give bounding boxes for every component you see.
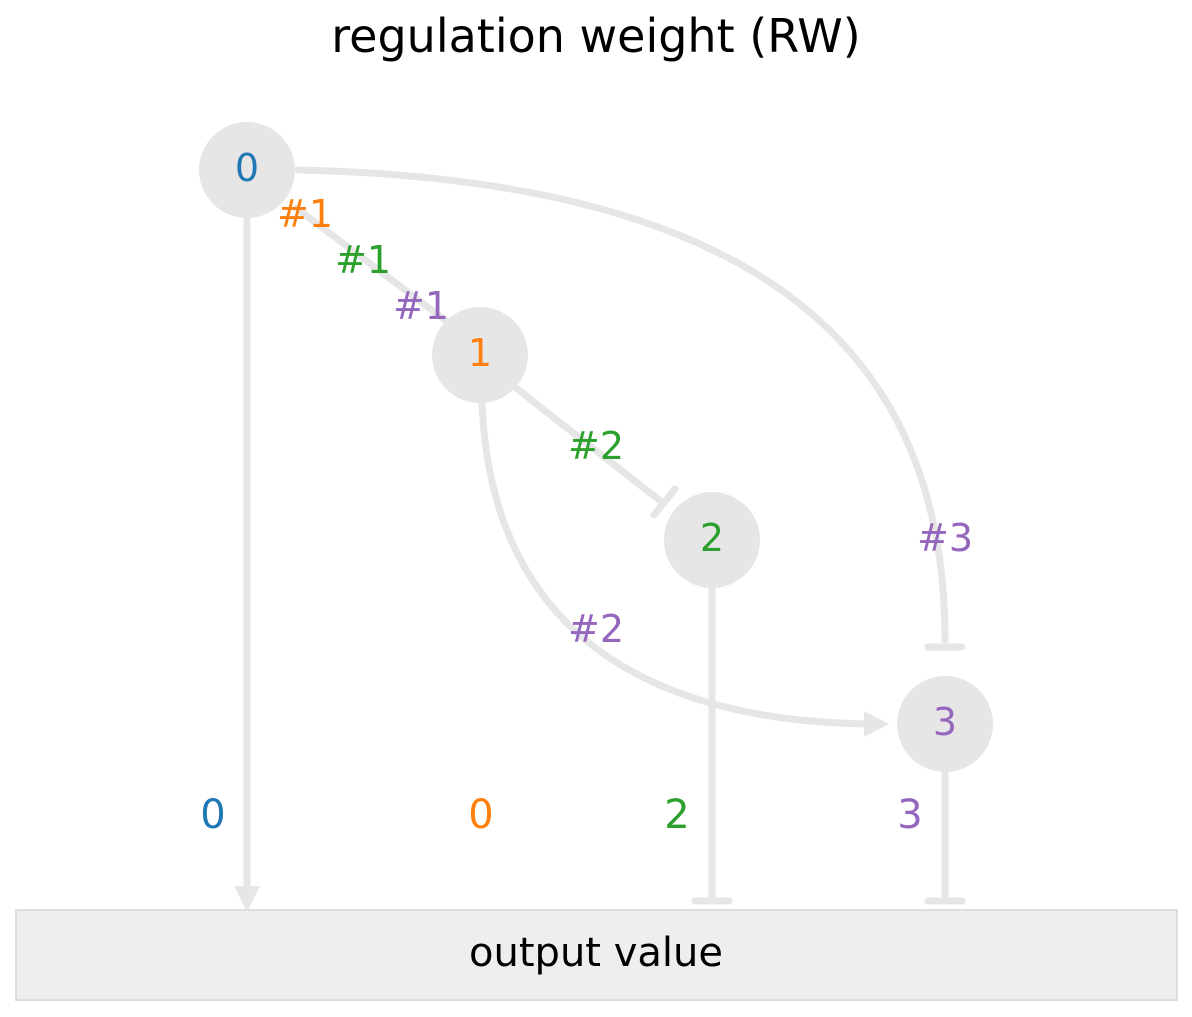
edge-label-0-1-purple: #1 xyxy=(393,284,449,328)
arrowhead-0-to-output xyxy=(234,886,260,912)
node-3-label: 3 xyxy=(933,700,957,744)
node-0-circle xyxy=(199,122,295,218)
output-weight-node-0: 0 xyxy=(200,792,225,838)
edge-label-0-1-orange: #1 xyxy=(277,192,333,236)
node-2-circle xyxy=(664,492,760,588)
node-2-label: 2 xyxy=(700,516,724,560)
edge-label-1-3: #2 xyxy=(568,607,624,651)
node-3: 3 xyxy=(897,676,993,772)
output-weight-node-3: 3 xyxy=(897,792,922,838)
node-0: 0 xyxy=(199,122,295,218)
edge-1-to-2-bar xyxy=(650,485,679,519)
node-0-label: 0 xyxy=(235,146,259,190)
edge-0-to-3 xyxy=(294,166,949,644)
edge-0-to-1 xyxy=(292,204,449,324)
output-box xyxy=(15,909,1178,1001)
output-label: output value xyxy=(469,930,723,976)
output-weight-node-1: 0 xyxy=(468,792,493,838)
edge-label-1-2: #2 xyxy=(568,424,624,468)
edge-1-to-3 xyxy=(478,398,872,728)
arrowhead-1-to-3 xyxy=(864,711,889,737)
edge-label-0-1-green: #1 xyxy=(335,238,391,282)
node-1-label: 1 xyxy=(468,331,492,375)
diagram-title: regulation weight (RW) xyxy=(331,9,860,63)
node-1-circle xyxy=(432,307,528,403)
output-weight-node-2: 2 xyxy=(664,792,689,838)
edge-label-0-3: #3 xyxy=(917,516,973,560)
edge-1-to-2 xyxy=(512,384,667,507)
node-2: 2 xyxy=(664,492,760,588)
node-3-circle xyxy=(897,676,993,772)
node-1: 1 xyxy=(432,307,528,403)
